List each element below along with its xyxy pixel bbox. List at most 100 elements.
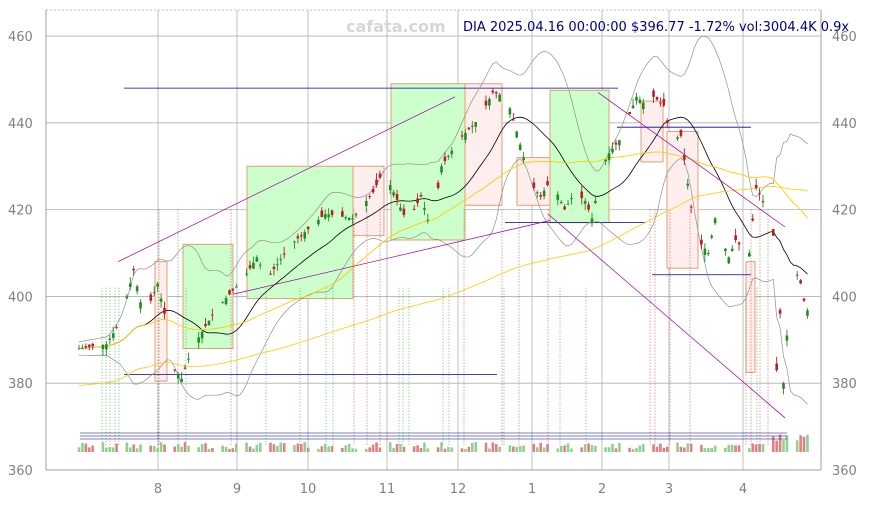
candle-down <box>248 265 252 269</box>
up-range-box <box>246 165 354 300</box>
volume-bar <box>676 442 679 452</box>
volume-bar <box>559 445 563 452</box>
candle-down <box>737 242 741 245</box>
volume-bar <box>532 443 536 452</box>
volume-bar <box>494 444 498 452</box>
volume-bar <box>737 445 741 452</box>
volume-bar <box>782 440 785 452</box>
volume-bar <box>508 445 512 452</box>
candle-up <box>317 220 320 225</box>
volume-bar <box>686 443 690 452</box>
volume-bar <box>539 442 542 452</box>
volume-bar <box>204 443 207 452</box>
x-tick-label: 12 <box>450 482 467 497</box>
candle-down <box>539 195 542 197</box>
volume-bar <box>139 444 142 452</box>
candle-up <box>81 347 84 349</box>
candle-up <box>327 214 330 218</box>
candle-down <box>532 182 536 188</box>
candle-up <box>710 235 713 238</box>
candle-down <box>183 367 187 369</box>
volume-bar <box>317 448 320 452</box>
candle-down <box>700 239 703 245</box>
candle-down <box>679 129 683 136</box>
down-range-box <box>745 261 756 373</box>
volume-bar <box>296 443 300 452</box>
candle-up <box>471 125 474 127</box>
candle-up <box>761 200 765 203</box>
candle-down <box>628 112 631 115</box>
candle-up <box>108 338 112 340</box>
y-tick-label-right: 440 <box>832 117 857 132</box>
volume-bar <box>320 446 324 452</box>
candle-down <box>546 181 549 186</box>
candle-up <box>388 185 392 191</box>
candle-up <box>344 217 348 219</box>
volume-bar <box>484 442 488 452</box>
x-tick-label: 8 <box>154 482 162 497</box>
horizontal-levels <box>80 87 787 440</box>
candle-up <box>423 208 426 210</box>
volume-bar <box>272 444 276 452</box>
x-tick-label: 2 <box>598 482 606 497</box>
volume-bar <box>700 444 703 452</box>
candle-up <box>159 298 163 302</box>
candle-down <box>563 206 566 210</box>
indicator-lines <box>78 35 808 405</box>
volume-bar <box>440 442 443 452</box>
candle-up <box>426 219 430 221</box>
volume-bar <box>583 444 587 452</box>
volume-bar <box>652 444 655 452</box>
volume-bar <box>354 448 358 452</box>
candle-down <box>375 179 378 186</box>
volume-bar <box>758 443 761 452</box>
ma20-line <box>78 116 808 349</box>
candle-up <box>556 194 560 200</box>
volume-bar <box>604 447 607 452</box>
candle-down <box>330 210 334 216</box>
bollinger-lower-line <box>78 157 808 405</box>
volume-bar <box>464 448 467 452</box>
volume-bar <box>211 447 214 452</box>
volume-bar <box>245 442 248 452</box>
volume-bar <box>775 440 778 452</box>
down-range-box <box>464 83 503 206</box>
volume-bar <box>580 447 584 452</box>
candle-down <box>84 346 88 348</box>
candle-up <box>590 218 594 223</box>
candle-down <box>115 327 118 329</box>
y-tick-label-left: 440 <box>8 117 33 132</box>
ma200-line <box>78 185 808 386</box>
candle-up <box>583 200 587 204</box>
volume-bar <box>665 446 669 452</box>
volume-bar <box>300 443 303 452</box>
candle-up <box>535 192 539 194</box>
candle-up <box>785 335 789 341</box>
bollinger-upper-line <box>78 35 808 343</box>
volume-bar <box>607 447 611 452</box>
volume-bar <box>546 443 549 452</box>
candle-up <box>354 213 358 216</box>
candle-up <box>806 310 809 316</box>
candle-up <box>224 298 228 305</box>
y-tick-label-right: 400 <box>832 290 857 305</box>
candle-up <box>221 301 224 303</box>
candle-down <box>320 210 324 217</box>
candle-down <box>484 100 488 106</box>
volume-bar <box>771 436 775 452</box>
candle-up <box>518 144 522 150</box>
volume-bar <box>703 448 707 452</box>
candle-up <box>748 253 751 257</box>
volume-bar <box>778 434 782 452</box>
candle-down <box>204 323 207 327</box>
candle-up <box>440 166 443 173</box>
y-tick-label-right: 380 <box>832 377 857 392</box>
volume-bar <box>105 447 108 452</box>
volume-bar <box>542 447 546 452</box>
volume-bar <box>535 447 539 452</box>
candle-down <box>282 253 286 255</box>
volume-bar <box>323 443 327 452</box>
volume-bar <box>443 448 447 452</box>
candle-up <box>724 248 727 251</box>
